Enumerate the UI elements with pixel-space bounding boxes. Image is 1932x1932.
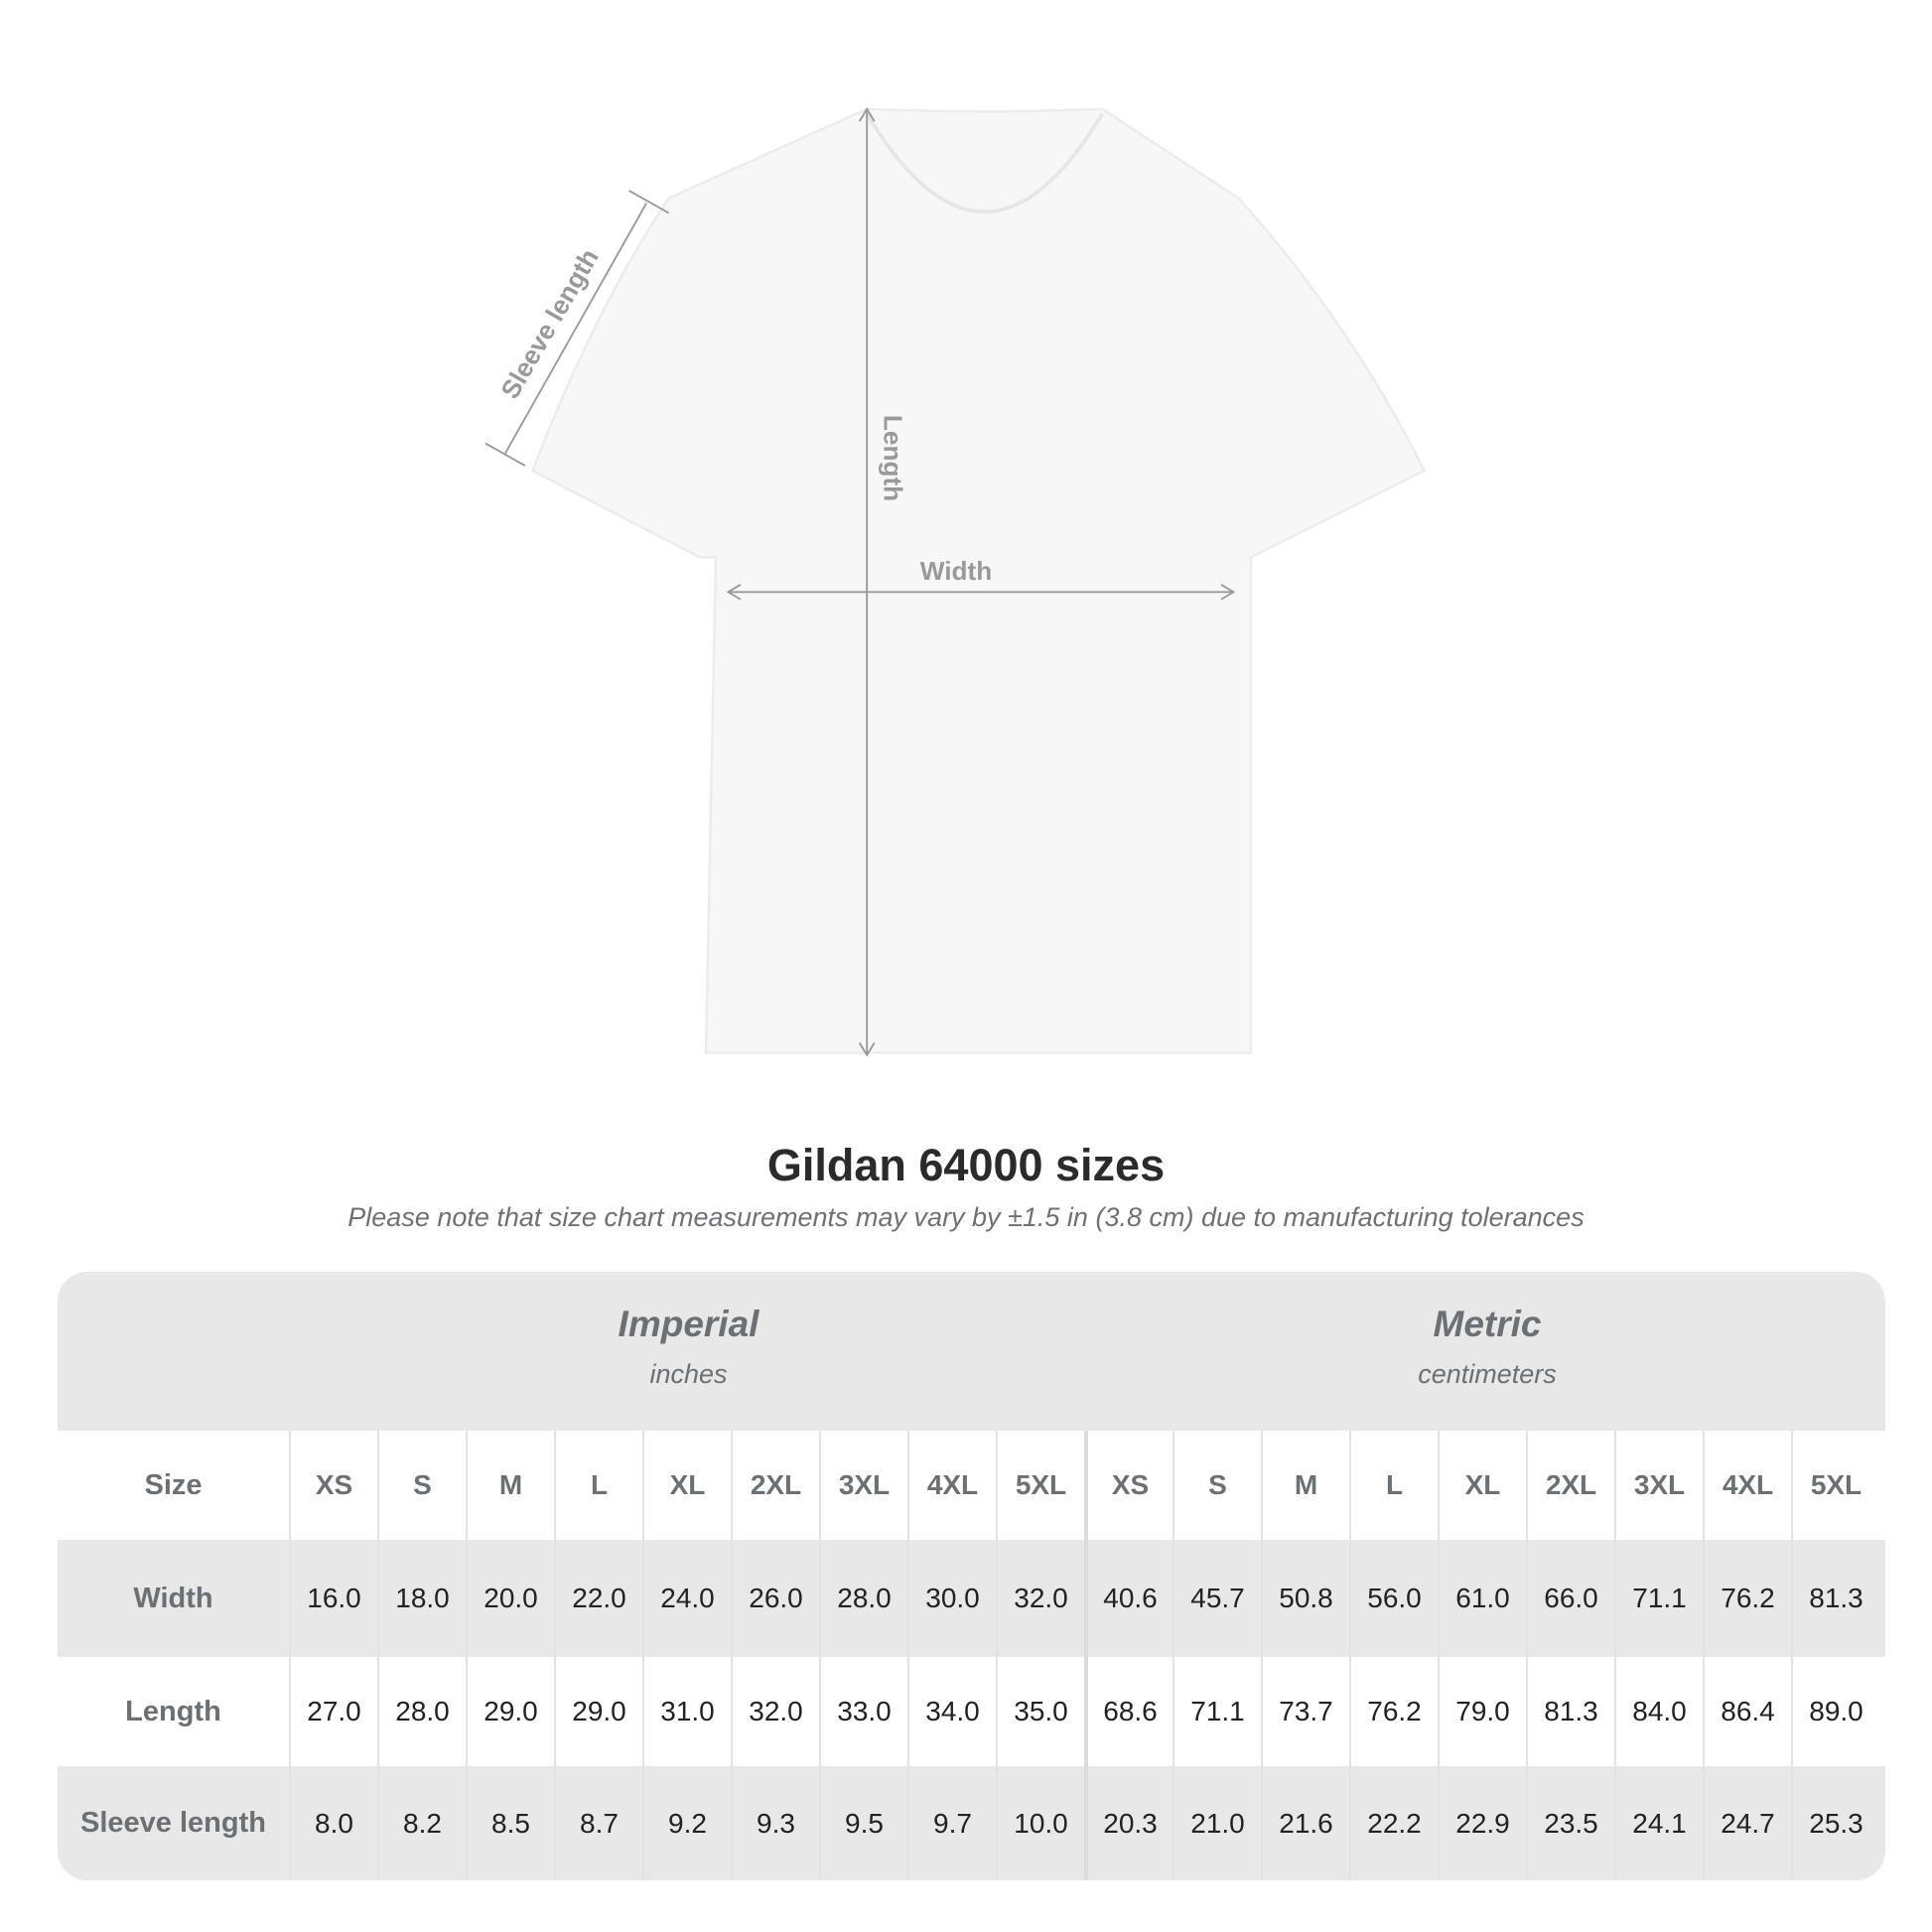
length-arrow-head-top [858, 106, 876, 122]
width-arrow-head-left [726, 583, 742, 601]
value-metric: 21.0 [1173, 1766, 1261, 1880]
size-metric: 2XL [1526, 1431, 1614, 1540]
value-metric: 21.6 [1261, 1766, 1349, 1880]
value-imperial: 28.0 [377, 1657, 466, 1766]
value-metric: 61.0 [1438, 1540, 1526, 1657]
value-imperial: 8.7 [554, 1766, 642, 1880]
size-imperial: 5XL [996, 1431, 1084, 1540]
value-imperial: 29.0 [466, 1657, 554, 1766]
value-metric: 25.3 [1791, 1766, 1879, 1880]
value-metric: 45.7 [1173, 1540, 1261, 1657]
size-metric: L [1349, 1431, 1438, 1540]
value-metric: 50.8 [1261, 1540, 1349, 1657]
size-table: Imperial inches Metric centimeters Size X… [58, 1272, 1885, 1880]
value-imperial: 32.0 [996, 1540, 1084, 1657]
value-imperial: 32.0 [731, 1657, 819, 1766]
value-imperial: 27.0 [289, 1657, 377, 1766]
width-arrow-head-right [1220, 583, 1236, 601]
size-metric: 3XL [1614, 1431, 1703, 1540]
table-row: Width 16.0 18.0 20.0 22.0 24.0 26.0 28.0 30.0 32.… [58, 1540, 1885, 1657]
page-title: Gildan 64000 sizes [766, 1140, 1166, 1190]
size-header-row: Size XS S M L XL 2XL 3XL 4XL 5XL XS S M L XL 2XL 3XL 4XL 5… [58, 1431, 1885, 1540]
value-imperial: 8.5 [466, 1766, 554, 1880]
table-row: Sleeve length 8.0 8.2 8.5 8.7 9.2 9.3 9.5 9.7 10.… [58, 1766, 1885, 1880]
value-metric: 86.4 [1703, 1657, 1791, 1766]
value-imperial: 16.0 [289, 1540, 377, 1657]
value-metric: 76.2 [1703, 1540, 1791, 1657]
value-imperial: 20.0 [466, 1540, 554, 1657]
sleeve-arrow [504, 203, 647, 455]
value-metric: 79.0 [1438, 1657, 1526, 1766]
value-metric: 40.6 [1084, 1540, 1173, 1657]
row-label: Width [133, 1582, 213, 1614]
size-imperial: S [377, 1431, 466, 1540]
value-imperial: 8.2 [377, 1766, 466, 1880]
metric-unit: centimeters [1418, 1359, 1557, 1389]
size-metric: XS [1084, 1431, 1173, 1540]
tolerance-note: Please note that size chart measurements… [347, 1202, 1585, 1232]
metric-title: Metric [1433, 1304, 1542, 1344]
size-imperial: 2XL [731, 1431, 819, 1540]
value-metric: 73.7 [1261, 1657, 1349, 1766]
value-imperial: 9.7 [907, 1766, 996, 1880]
value-metric: 23.5 [1526, 1766, 1614, 1880]
tshirt-shape [530, 107, 1427, 1054]
size-imperial: XL [642, 1431, 731, 1540]
row-label: Length [125, 1695, 221, 1727]
size-imperial: 4XL [907, 1431, 996, 1540]
value-imperial: 24.0 [642, 1540, 731, 1657]
value-metric: 20.3 [1084, 1766, 1173, 1880]
value-imperial: 30.0 [907, 1540, 996, 1657]
value-metric: 71.1 [1173, 1657, 1261, 1766]
value-metric: 89.0 [1791, 1657, 1879, 1766]
size-metric: M [1261, 1431, 1349, 1540]
value-imperial: 9.5 [819, 1766, 907, 1880]
size-metric: S [1173, 1431, 1261, 1540]
value-metric: 76.2 [1349, 1657, 1438, 1766]
value-imperial: 22.0 [554, 1540, 642, 1657]
length-arrow-head-bottom [858, 1041, 876, 1057]
value-metric: 24.7 [1703, 1766, 1791, 1880]
value-imperial: 31.0 [642, 1657, 731, 1766]
size-imperial: M [466, 1431, 554, 1540]
size-imperial: XS [289, 1431, 377, 1540]
value-metric: 84.0 [1614, 1657, 1703, 1766]
row-label: Sleeve length [80, 1807, 266, 1839]
value-metric: 66.0 [1526, 1540, 1614, 1657]
value-imperial: 10.0 [996, 1766, 1084, 1880]
value-imperial: 26.0 [731, 1540, 819, 1657]
size-metric: 4XL [1703, 1431, 1791, 1540]
length-label: Length [879, 415, 908, 501]
value-metric: 71.1 [1614, 1540, 1703, 1657]
metric-header: Metric centimeters [1089, 1272, 1885, 1431]
value-imperial: 34.0 [907, 1657, 996, 1766]
value-metric: 68.6 [1084, 1657, 1173, 1766]
value-metric: 22.9 [1438, 1766, 1526, 1880]
value-imperial: 9.2 [642, 1766, 731, 1880]
value-imperial: 9.3 [731, 1766, 819, 1880]
value-metric: 24.1 [1614, 1766, 1703, 1880]
value-imperial: 8.0 [289, 1766, 377, 1880]
value-imperial: 28.0 [819, 1540, 907, 1657]
imperial-header: Imperial inches [291, 1272, 1086, 1431]
size-metric: XL [1438, 1431, 1526, 1540]
imperial-title: Imperial [618, 1304, 759, 1344]
size-metric: 5XL [1791, 1431, 1879, 1540]
value-metric: 22.2 [1349, 1766, 1438, 1880]
value-imperial: 35.0 [996, 1657, 1084, 1766]
imperial-unit: inches [649, 1359, 728, 1389]
width-label: Width [920, 556, 992, 586]
table-row: Length 27.0 28.0 29.0 29.0 31.0 32.0 33.0 34.0 35… [58, 1657, 1885, 1766]
value-imperial: 18.0 [377, 1540, 466, 1657]
value-metric: 81.3 [1791, 1540, 1879, 1657]
value-metric: 81.3 [1526, 1657, 1614, 1766]
row-label: Size [144, 1468, 203, 1501]
size-imperial: L [554, 1431, 642, 1540]
value-metric: 56.0 [1349, 1540, 1438, 1657]
value-imperial: 29.0 [554, 1657, 642, 1766]
size-imperial: 3XL [819, 1431, 907, 1540]
value-imperial: 33.0 [819, 1657, 907, 1766]
collar [865, 112, 1104, 214]
